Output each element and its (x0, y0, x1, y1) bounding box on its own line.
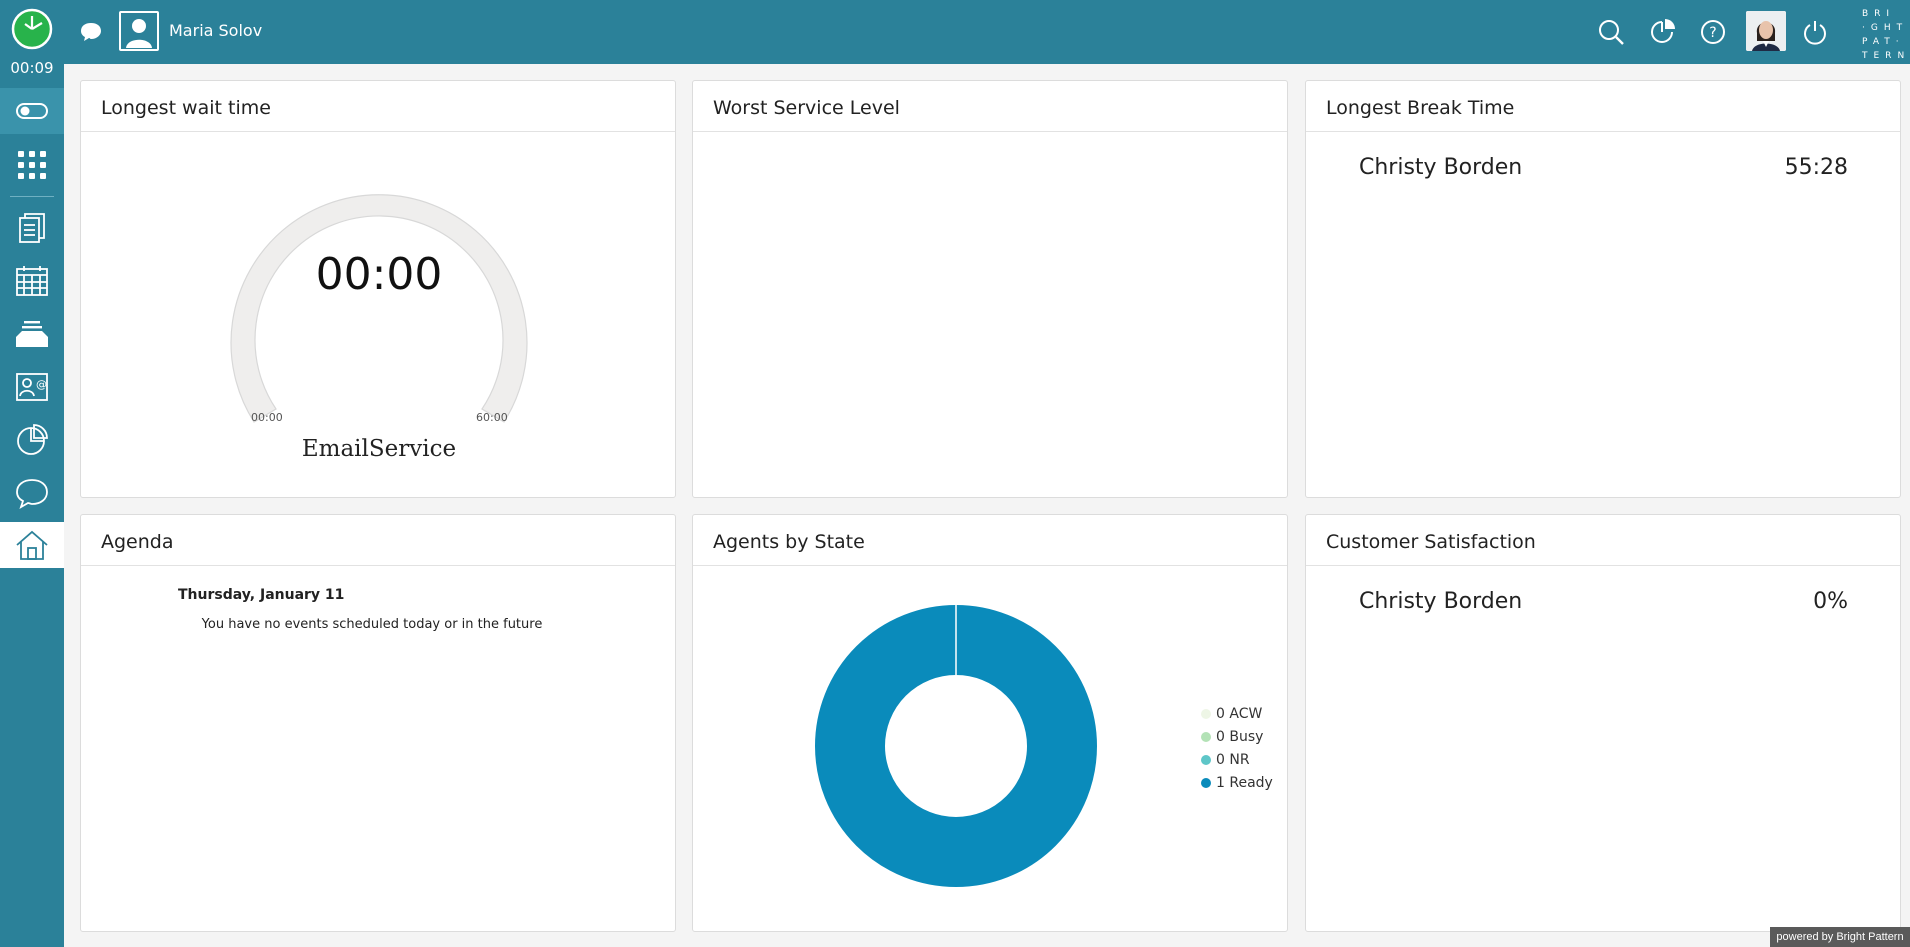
home-icon (16, 530, 48, 560)
person-photo-icon (1746, 11, 1786, 51)
legend-dot (1201, 731, 1211, 742)
user-name[interactable]: Maria Solov (169, 21, 263, 40)
dialpad-icon[interactable] (14, 148, 50, 182)
sidebar-divider (10, 196, 54, 197)
help-icon[interactable]: ? (1699, 18, 1727, 46)
status-timer: 00:09 (10, 59, 54, 77)
legend-item-acw: 0 ACW (1201, 702, 1273, 725)
refresh-pie-icon[interactable] (1648, 18, 1676, 46)
widget-title: Agents by State (693, 515, 1287, 566)
legend-label: 0 Busy (1216, 728, 1264, 745)
legend-label: 0 ACW (1216, 705, 1263, 722)
widget-title: Customer Satisfaction (1306, 515, 1900, 566)
documents-icon[interactable] (14, 211, 50, 245)
gauge-max-label: 60:00 (476, 411, 508, 424)
legend-dot (1201, 754, 1211, 765)
widget-title: Worst Service Level (693, 81, 1287, 132)
clock-icon[interactable] (11, 8, 53, 50)
user-photo[interactable] (1746, 11, 1786, 51)
widget-customer-satisfaction: Customer Satisfaction Christy Borden 0% (1305, 514, 1901, 932)
widget-longest-break-time: Longest Break Time Christy Borden 55:28 (1305, 80, 1901, 498)
power-icon[interactable] (1801, 18, 1829, 46)
satisfaction-agent-name: Christy Borden (1359, 589, 1523, 614)
toggle-icon (16, 103, 48, 119)
svg-text:?: ? (1709, 25, 1716, 41)
widget-title: Longest wait time (81, 81, 675, 132)
inbox-icon[interactable] (14, 317, 50, 351)
widget-agenda: Agenda Thursday, January 11 You have no … (80, 514, 676, 932)
top-bar: Maria Solov ? BRI ·GHT PAT· TERN (64, 0, 1910, 64)
break-time-value: 55:28 (1784, 155, 1848, 180)
legend-item-ready: 1 Ready (1201, 771, 1273, 794)
brand-logo: BRI ·GHT PAT· TERN (1862, 9, 1910, 61)
contacts-icon[interactable]: @ (14, 370, 50, 404)
legend-label: 0 NR (1216, 751, 1250, 768)
powered-by-footer: powered by Bright Pattern (1770, 927, 1910, 947)
sidebar: 00:09 (0, 0, 64, 947)
svg-text:@: @ (36, 378, 47, 391)
agenda-date: Thursday, January 11 (178, 587, 345, 603)
chart-legend: 0 ACW 0 Busy 0 NR 1 Ready (1201, 702, 1273, 794)
satisfaction-value: 0% (1813, 589, 1848, 614)
reports-icon[interactable] (14, 423, 50, 457)
break-agent-name: Christy Borden (1359, 155, 1523, 180)
widget-worst-service-level: Worst Service Level (692, 80, 1288, 498)
legend-item-busy: 0 Busy (1201, 725, 1273, 748)
chat-icon[interactable] (14, 476, 50, 510)
widget-title: Longest Break Time (1306, 81, 1900, 132)
legend-label: 1 Ready (1216, 774, 1273, 791)
calendar-icon[interactable] (14, 264, 50, 298)
legend-dot (1201, 777, 1211, 788)
widget-longest-wait-time: Longest wait time 00:00 00:00 60:00 Emai… (80, 80, 676, 498)
widget-title: Agenda (81, 515, 675, 566)
sidebar-item-toggle[interactable] (0, 88, 64, 134)
legend-dot (1201, 708, 1211, 719)
gauge-service-name: EmailService (301, 436, 457, 462)
user-icon (126, 19, 152, 48)
chat-bubble-icon[interactable] (78, 19, 104, 43)
sidebar-item-home[interactable] (0, 522, 64, 568)
gauge-min-label: 00:00 (251, 411, 283, 424)
search-icon[interactable] (1597, 18, 1625, 46)
agenda-empty-message: You have no events scheduled today or in… (201, 617, 543, 632)
agents-donut-chart (815, 605, 1097, 887)
gauge-value: 00:00 (315, 249, 443, 300)
widget-agents-by-state: Agents by State 0 ACW 0 Busy 0 NR 1 Read… (692, 514, 1288, 932)
user-avatar-placeholder[interactable] (119, 11, 159, 51)
wait-gauge (230, 194, 528, 423)
legend-item-nr: 0 NR (1201, 748, 1273, 771)
